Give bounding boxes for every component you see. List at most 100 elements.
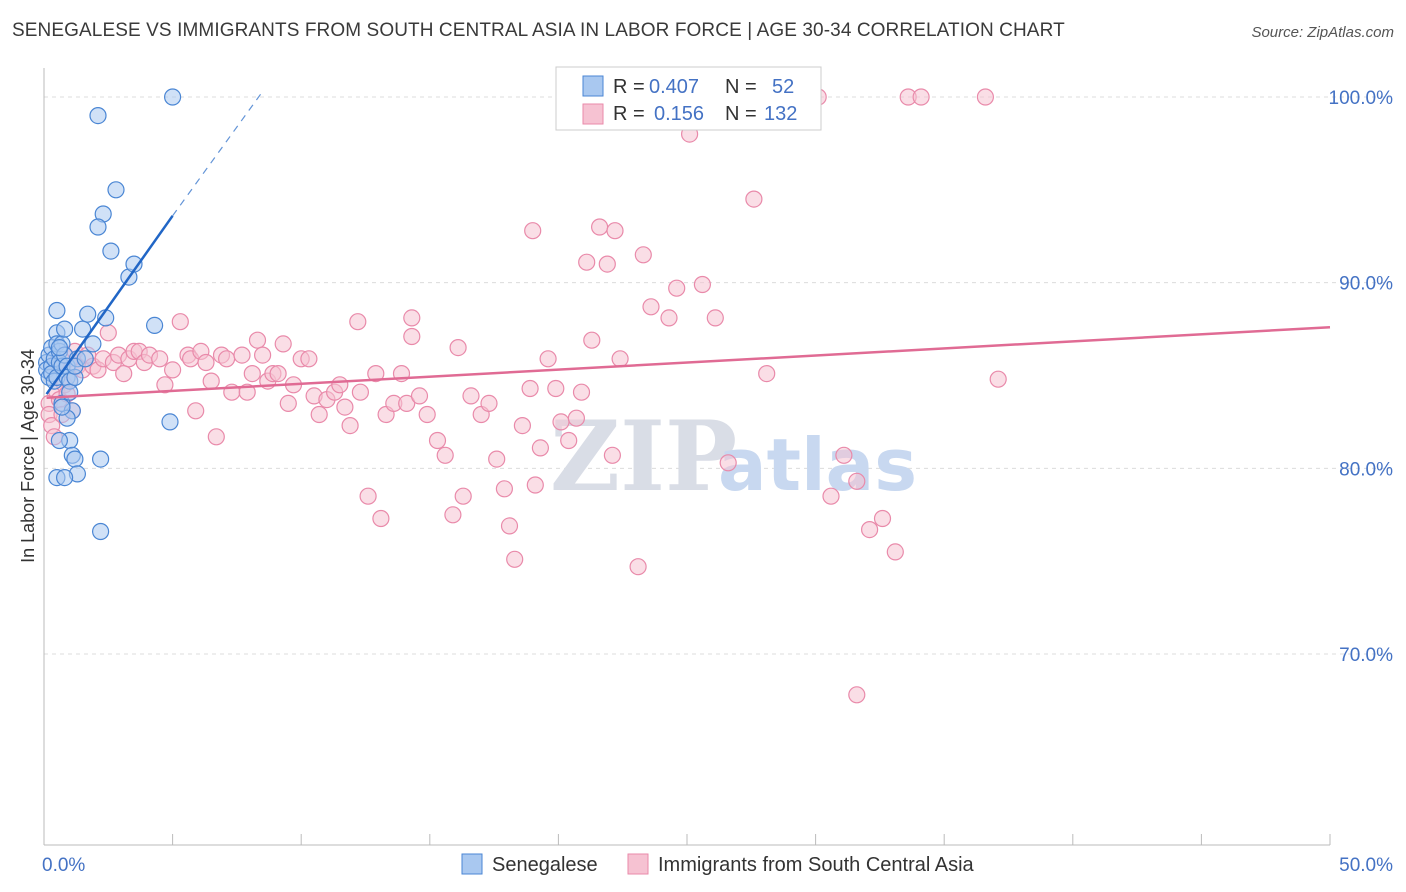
chart-title: SENEGALESE VS IMMIGRANTS FROM SOUTH CENT… [12, 20, 1065, 41]
point-south-central-asia [444, 506, 462, 524]
y-axis-title: In Labor Force | Age 30-34 [18, 349, 38, 563]
point-south-central-asia [462, 387, 480, 405]
point-south-central-asia [611, 350, 629, 368]
point-south-central-asia [269, 365, 287, 383]
y-tick-label: 70.0% [1339, 645, 1393, 666]
point-south-central-asia [349, 313, 367, 331]
legend-n-value-blue: 52 [772, 76, 794, 98]
point-senegalese [89, 218, 107, 236]
point-south-central-asia [848, 686, 866, 704]
point-south-central-asia [218, 350, 236, 368]
point-south-central-asia [598, 255, 616, 273]
bottom-legend: Senegalese Immigrants from South Central… [461, 853, 975, 876]
trendline-senegalese-extension [172, 91, 264, 217]
point-south-central-asia [156, 376, 174, 394]
point-south-central-asia [513, 417, 532, 435]
point-senegalese [84, 335, 102, 353]
point-senegalese [91, 450, 110, 468]
point-south-central-asia [164, 361, 182, 379]
point-south-central-asia [693, 275, 712, 294]
point-south-central-asia [403, 327, 421, 346]
point-senegalese [164, 88, 182, 106]
point-south-central-asia [274, 335, 292, 353]
point-south-central-asia [634, 246, 652, 264]
point-south-central-asia [873, 509, 892, 528]
legend-box: R = 0.407 N = 52 R = 0.156 N = 132 [555, 66, 822, 131]
bottom-legend-swatch-blue [461, 853, 483, 875]
point-south-central-asia [336, 398, 354, 416]
x-tick-label: 0.0% [42, 855, 85, 876]
legend-r-value-pink: 0.156 [654, 103, 704, 125]
tick-layer: 70.0% 80.0% 90.0% 100.0% 0.0% 50.0% [42, 88, 1393, 876]
point-south-central-asia [99, 324, 117, 342]
point-south-central-asia [552, 413, 570, 431]
point-senegalese [161, 413, 179, 431]
point-south-central-asia [480, 394, 498, 412]
point-south-central-asia [886, 543, 904, 561]
point-south-central-asia [521, 379, 539, 398]
point-south-central-asia [367, 365, 385, 383]
legend-swatch-blue [582, 75, 604, 97]
point-south-central-asia [436, 446, 454, 464]
legend-n-label-blue: N = [725, 76, 757, 98]
point-south-central-asia [410, 387, 429, 405]
bottom-legend-swatch-pink [627, 853, 649, 875]
point-south-central-asia [197, 353, 215, 372]
point-south-central-asia [248, 331, 267, 349]
y-tick-label: 100.0% [1329, 88, 1394, 109]
bottom-legend-label-blue: Senegalese [492, 854, 598, 876]
point-south-central-asia [500, 517, 519, 535]
point-south-central-asia [603, 446, 622, 464]
point-south-central-asia [187, 402, 205, 420]
bottom-legend-label-pink: Immigrants from South Central Asia [658, 854, 975, 876]
point-south-central-asia [572, 383, 591, 401]
point-south-central-asia [822, 487, 840, 505]
point-south-central-asia [989, 370, 1007, 388]
point-south-central-asia [151, 350, 169, 368]
trendline-senegalese [45, 215, 174, 395]
point-south-central-asia [590, 218, 609, 236]
point-south-central-asia [578, 253, 596, 271]
legend-r-label-blue: R = [613, 76, 645, 98]
point-south-central-asia [848, 472, 866, 490]
point-south-central-asia [202, 372, 220, 390]
point-south-central-asia [506, 550, 524, 568]
point-south-central-asia [310, 405, 328, 424]
point-senegalese [50, 339, 69, 357]
point-south-central-asia [706, 309, 724, 327]
point-south-central-asia [115, 365, 133, 383]
point-south-central-asia [488, 450, 506, 468]
legend-swatch-pink [582, 103, 604, 125]
point-senegalese [76, 350, 94, 368]
point-south-central-asia [331, 376, 349, 394]
point-south-central-asia [719, 454, 737, 472]
trendline-south-central-asia [46, 325, 1331, 400]
watermark-atlas: atlas [718, 423, 917, 507]
point-south-central-asia [428, 431, 447, 450]
point-south-central-asia [606, 222, 624, 240]
point-senegalese [66, 450, 84, 468]
point-south-central-asia [758, 365, 776, 383]
point-south-central-asia [372, 509, 390, 528]
point-senegalese [107, 181, 125, 199]
legend-r-label-pink: R = [613, 103, 645, 125]
point-south-central-asia [539, 350, 557, 368]
point-south-central-asia [243, 365, 261, 383]
point-south-central-asia [300, 350, 318, 368]
legend-r-value-blue: 0.407 [649, 76, 699, 98]
point-senegalese [55, 469, 74, 487]
point-senegalese [50, 431, 69, 450]
point-senegalese [89, 106, 107, 125]
point-south-central-asia [642, 298, 660, 316]
point-senegalese [55, 320, 74, 338]
point-senegalese [102, 242, 120, 260]
point-south-central-asia [524, 222, 542, 240]
x-tick-label: 50.0% [1339, 855, 1393, 876]
point-south-central-asia [976, 88, 995, 106]
point-senegalese [53, 398, 71, 416]
point-south-central-asia [912, 88, 930, 106]
legend-n-label-pink: N = [725, 103, 757, 125]
series-blue-points [37, 88, 182, 541]
point-senegalese [48, 301, 66, 320]
